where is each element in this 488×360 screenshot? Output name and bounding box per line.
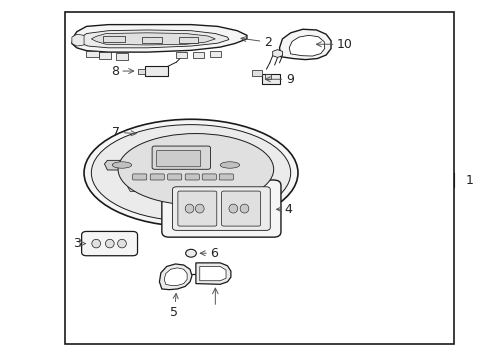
Polygon shape xyxy=(210,51,221,57)
Text: 1: 1 xyxy=(465,174,473,186)
Polygon shape xyxy=(140,130,150,138)
Polygon shape xyxy=(80,30,228,48)
Polygon shape xyxy=(279,29,330,60)
Text: 4: 4 xyxy=(276,203,292,216)
Polygon shape xyxy=(164,268,187,285)
Polygon shape xyxy=(251,70,261,76)
FancyBboxPatch shape xyxy=(103,36,125,42)
Ellipse shape xyxy=(84,119,297,226)
Ellipse shape xyxy=(195,204,203,213)
Polygon shape xyxy=(212,179,221,185)
Polygon shape xyxy=(137,68,144,73)
Polygon shape xyxy=(99,53,111,59)
Ellipse shape xyxy=(220,162,239,168)
Text: 6: 6 xyxy=(200,247,218,260)
FancyBboxPatch shape xyxy=(221,191,260,226)
Text: 2: 2 xyxy=(241,36,271,49)
Text: 8: 8 xyxy=(111,64,133,77)
FancyBboxPatch shape xyxy=(162,180,281,237)
Text: 5: 5 xyxy=(170,293,178,319)
FancyBboxPatch shape xyxy=(172,187,270,230)
Polygon shape xyxy=(127,183,237,192)
Polygon shape xyxy=(116,53,127,60)
Polygon shape xyxy=(176,53,187,58)
Ellipse shape xyxy=(117,239,126,248)
Ellipse shape xyxy=(185,204,194,213)
Polygon shape xyxy=(122,173,242,181)
FancyBboxPatch shape xyxy=(132,174,146,180)
Polygon shape xyxy=(86,51,99,57)
FancyBboxPatch shape xyxy=(219,174,233,180)
Text: 9: 9 xyxy=(265,73,293,86)
FancyBboxPatch shape xyxy=(202,174,216,180)
Polygon shape xyxy=(261,73,280,84)
Polygon shape xyxy=(159,264,192,290)
FancyBboxPatch shape xyxy=(179,37,198,43)
Ellipse shape xyxy=(92,239,101,248)
FancyBboxPatch shape xyxy=(185,174,199,180)
FancyBboxPatch shape xyxy=(152,146,210,169)
Polygon shape xyxy=(196,263,230,284)
Polygon shape xyxy=(193,53,203,58)
Ellipse shape xyxy=(118,134,273,205)
Polygon shape xyxy=(272,50,282,58)
Ellipse shape xyxy=(91,125,290,221)
Polygon shape xyxy=(150,132,158,136)
Polygon shape xyxy=(142,126,148,130)
Ellipse shape xyxy=(105,239,114,248)
FancyBboxPatch shape xyxy=(150,174,164,180)
Ellipse shape xyxy=(228,204,237,213)
Polygon shape xyxy=(288,35,324,56)
Text: 3: 3 xyxy=(73,237,85,250)
Polygon shape xyxy=(212,160,247,170)
FancyBboxPatch shape xyxy=(81,231,137,256)
FancyBboxPatch shape xyxy=(156,150,201,167)
Ellipse shape xyxy=(240,204,248,213)
Text: 7: 7 xyxy=(112,126,136,139)
Polygon shape xyxy=(72,34,84,46)
Ellipse shape xyxy=(112,162,131,168)
Polygon shape xyxy=(264,74,271,79)
Text: 10: 10 xyxy=(316,38,352,51)
Bar xyxy=(64,12,453,344)
FancyBboxPatch shape xyxy=(142,37,162,43)
Polygon shape xyxy=(91,33,215,45)
Polygon shape xyxy=(200,266,225,281)
FancyBboxPatch shape xyxy=(167,174,182,180)
Polygon shape xyxy=(144,66,168,76)
FancyBboxPatch shape xyxy=(178,191,216,226)
Polygon shape xyxy=(72,24,246,52)
Ellipse shape xyxy=(185,249,196,257)
Polygon shape xyxy=(104,160,139,170)
